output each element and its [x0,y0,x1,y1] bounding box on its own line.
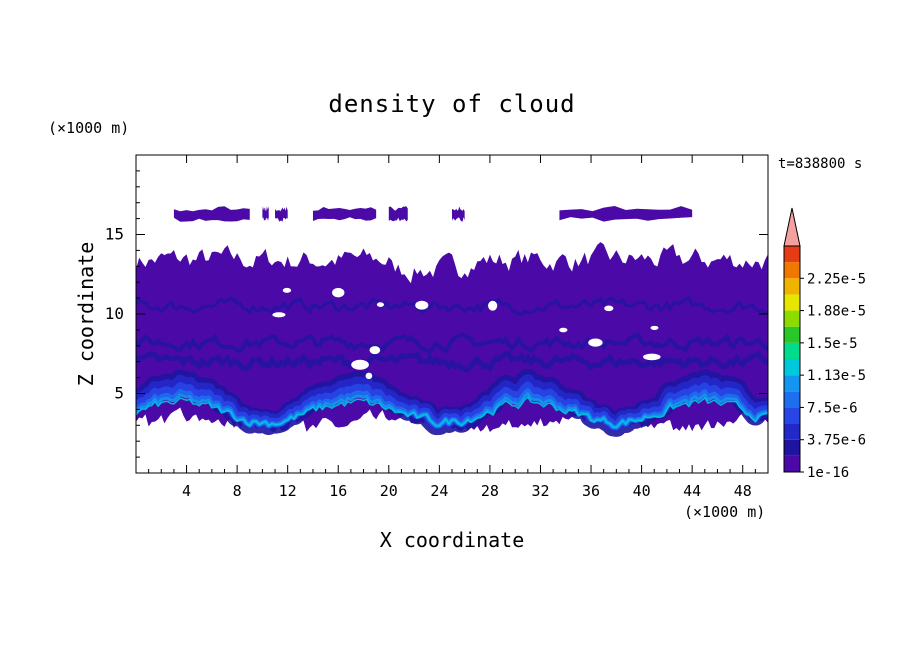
cloud-streak [136,332,768,355]
colorbar-extend-arrow [783,207,801,247]
colorbar-segment [784,246,800,263]
colorbar-segment [784,262,800,279]
cloud-gap [559,327,568,333]
y-tick-label: 5 [114,384,124,403]
cloud-gap [643,353,661,361]
plot-area [136,205,768,437]
colorbar-label: 1e-16 [807,465,849,481]
colorbar-segment [784,407,800,424]
cloud-gap [604,305,614,312]
x-tick-label: 48 [734,482,752,500]
colorbar: 2.25e-5 1.88e-5 1.5e-5 1.13e-5 7.5e-6 3.75e-6… [783,207,866,481]
y-tick-label: 15 [105,225,124,244]
cloud-gap [588,338,603,347]
cloud-gap [351,359,369,370]
colorbar-label: 1.13e-5 [807,368,866,384]
x-tick-label: 24 [430,482,448,500]
colorbar-label: 3.75e-6 [807,433,866,449]
colorbar-segment [784,326,800,343]
cloud-patch-upper [173,206,250,222]
colorbar-label: 1.88e-5 [807,304,866,320]
x-tick-label: 28 [481,482,499,500]
x-tick-label: 4 [182,482,191,500]
x-tick-label: 36 [582,482,600,500]
cloud-patch-upper [312,207,377,222]
x-tick-label: 8 [233,482,242,500]
cloud-gap [282,287,292,293]
cloud-gap [376,302,385,307]
cloud-patch-upper [388,206,408,222]
cloud-gap [369,346,381,355]
x-tick-label: 40 [633,482,651,500]
colorbar-segment [784,455,800,472]
cloud-gap [650,325,659,330]
time-label: t=838800 s [778,156,862,172]
cloud-patch-upper [262,205,269,221]
cloud-gap [365,372,373,380]
x-tick-label: 20 [380,482,398,500]
cloud-gap [488,300,498,311]
cloud-gap [272,312,286,318]
y-tick-label: 10 [105,304,124,323]
colorbar-segment [784,423,800,440]
colorbar-frame [783,245,801,473]
cloud-patch-upper [559,206,693,222]
colorbar-segment [784,278,800,295]
colorbar-segment [784,439,800,456]
cloud-gap [415,300,429,310]
cloud-streak [136,296,768,317]
y-axis-label: Z coordinate [74,242,98,387]
colorbar-label: 7.5e-6 [807,400,858,416]
chart-title: density of cloud [328,90,575,118]
cloud-layer-main [136,242,768,433]
colorbar-segment [784,359,800,376]
x-tick-label: 44 [683,482,701,500]
x-axis: 4 8 12 16 20 24 28 32 36 40 44 48 [148,155,756,500]
colorbar-segment [784,342,800,359]
colorbar-segment [784,375,800,392]
x-tick-label: 32 [531,482,549,500]
colorbar-segment [784,310,800,327]
x-tick-label: 12 [279,482,297,500]
density-contour [136,396,768,429]
cloud-gap [332,287,345,298]
cloud-streak [136,350,768,373]
cloud-patch-upper [275,206,288,222]
y-axis: 5 10 15 [105,170,768,458]
x-tick-label: 16 [329,482,347,500]
cloud-patch-upper [452,206,465,222]
colorbar-segment [784,391,800,408]
colorbar-segment [784,294,800,311]
y-unit-label: (×1000 m) [48,119,129,137]
x-axis-label: X coordinate [380,528,525,552]
x-unit-label: (×1000 m) [684,503,765,521]
colorbar-label: 1.5e-5 [807,336,858,352]
colorbar-label: 2.25e-5 [807,271,866,287]
